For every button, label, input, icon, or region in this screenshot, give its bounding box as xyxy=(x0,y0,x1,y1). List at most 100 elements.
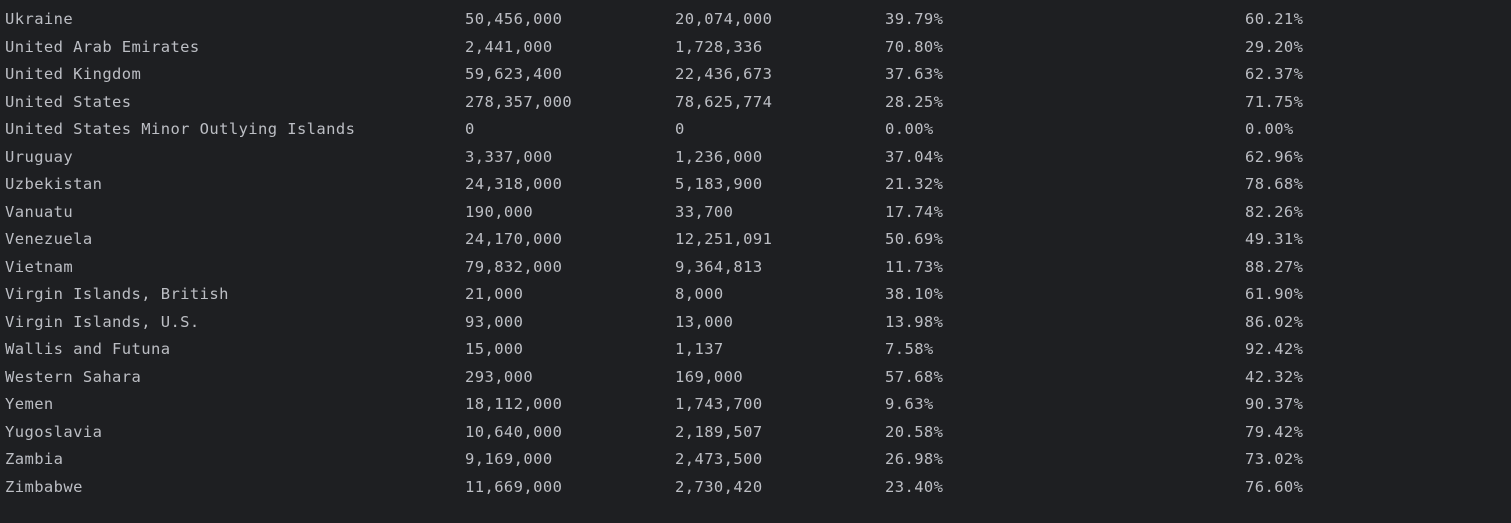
percentage-cell: 21.32% xyxy=(885,175,944,193)
country-cell: Vietnam xyxy=(5,257,74,276)
table-row: Ukraine 50,456,000 20,074,000 39.79% 60.… xyxy=(0,9,1511,37)
users-cell: 22,436,673 xyxy=(675,65,773,83)
users-cell: 1,137 xyxy=(675,340,724,358)
table-row: United Kingdom 59,623,400 22,436,673 37.… xyxy=(0,64,1511,92)
percentage-cell: 70.80% xyxy=(885,37,944,56)
users-cell: 9,364,813 xyxy=(675,257,763,276)
country-cell: United Arab Emirates xyxy=(5,37,200,56)
country-cell: Uzbekistan xyxy=(5,175,103,193)
percentage-cell: 50.69% xyxy=(885,230,944,248)
users-cell: 2,730,420 xyxy=(675,477,763,496)
remainder-percentage-cell: 73.02% xyxy=(1245,450,1304,468)
table-row: Zambia 9,169,000 2,473,500 26.98% 73.02% xyxy=(0,449,1511,477)
remainder-percentage-cell: 62.37% xyxy=(1245,65,1304,83)
table-row: Vanuatu 190,000 33,700 17.74% 82.26% xyxy=(0,202,1511,230)
percentage-cell: 37.63% xyxy=(885,65,944,83)
percentage-cell: 20.58% xyxy=(885,422,944,441)
users-cell: 12,251,091 xyxy=(675,230,773,248)
country-cell: Zambia xyxy=(5,450,64,468)
country-cell: Wallis and Futuna xyxy=(5,340,171,358)
population-cell: 59,623,400 xyxy=(465,65,563,83)
table-row: United States 278,357,000 78,625,774 28.… xyxy=(0,92,1511,120)
remainder-percentage-cell: 49.31% xyxy=(1245,230,1304,248)
percentage-cell: 39.79% xyxy=(885,10,944,28)
remainder-percentage-cell: 42.32% xyxy=(1245,367,1304,386)
percentage-cell: 17.74% xyxy=(885,202,944,221)
country-cell: United States Minor Outlying Islands xyxy=(5,120,356,138)
population-cell: 24,318,000 xyxy=(465,175,563,193)
population-cell: 190,000 xyxy=(465,202,534,221)
population-cell: 0 xyxy=(465,120,475,138)
users-cell: 169,000 xyxy=(675,367,744,386)
table-row: Wallis and Futuna 15,000 1,137 7.58% 92.… xyxy=(0,339,1511,367)
table-row: Uruguay 3,337,000 1,236,000 37.04% 62.96… xyxy=(0,147,1511,175)
population-cell: 21,000 xyxy=(465,285,524,303)
table-row: United States Minor Outlying Islands 0 0… xyxy=(0,119,1511,147)
percentage-cell: 57.68% xyxy=(885,367,944,386)
population-cell: 293,000 xyxy=(465,367,534,386)
population-cell: 3,337,000 xyxy=(465,147,553,166)
table-row: United Arab Emirates 2,441,000 1,728,336… xyxy=(0,37,1511,65)
country-cell: Yemen xyxy=(5,395,54,413)
remainder-percentage-cell: 86.02% xyxy=(1245,312,1304,331)
table-row: Venezuela 24,170,000 12,251,091 50.69% 4… xyxy=(0,229,1511,257)
remainder-percentage-cell: 82.26% xyxy=(1245,202,1304,221)
remainder-percentage-cell: 79.42% xyxy=(1245,422,1304,441)
population-cell: 278,357,000 xyxy=(465,92,573,111)
population-cell: 79,832,000 xyxy=(465,257,563,276)
users-cell: 33,700 xyxy=(675,202,734,221)
users-cell: 20,074,000 xyxy=(675,10,773,28)
remainder-percentage-cell: 60.21% xyxy=(1245,10,1304,28)
percentage-cell: 28.25% xyxy=(885,92,944,111)
population-cell: 2,441,000 xyxy=(465,37,553,56)
country-cell: United Kingdom xyxy=(5,65,142,83)
population-cell: 15,000 xyxy=(465,340,524,358)
remainder-percentage-cell: 90.37% xyxy=(1245,395,1304,413)
table-row: Yemen 18,112,000 1,743,700 9.63% 90.37% xyxy=(0,394,1511,422)
country-cell: Venezuela xyxy=(5,230,93,248)
percentage-cell: 9.63% xyxy=(885,395,934,413)
table-row: Virgin Islands, U.S. 93,000 13,000 13.98… xyxy=(0,312,1511,340)
percentage-cell: 11.73% xyxy=(885,257,944,276)
table-row: Yugoslavia 10,640,000 2,189,507 20.58% 7… xyxy=(0,422,1511,450)
country-cell: Western Sahara xyxy=(5,367,142,386)
users-cell: 1,728,336 xyxy=(675,37,763,56)
percentage-cell: 37.04% xyxy=(885,147,944,166)
population-cell: 9,169,000 xyxy=(465,450,553,468)
table-row: Vietnam 79,832,000 9,364,813 11.73% 88.2… xyxy=(0,257,1511,285)
users-cell: 78,625,774 xyxy=(675,92,773,111)
country-cell: Virgin Islands, U.S. xyxy=(5,312,200,331)
percentage-cell: 23.40% xyxy=(885,477,944,496)
users-cell: 2,189,507 xyxy=(675,422,763,441)
users-cell: 0 xyxy=(675,120,685,138)
percentage-cell: 13.98% xyxy=(885,312,944,331)
remainder-percentage-cell: 29.20% xyxy=(1245,37,1304,56)
users-cell: 1,743,700 xyxy=(675,395,763,413)
users-cell: 13,000 xyxy=(675,312,734,331)
remainder-percentage-cell: 92.42% xyxy=(1245,340,1304,358)
remainder-percentage-cell: 78.68% xyxy=(1245,175,1304,193)
remainder-percentage-cell: 76.60% xyxy=(1245,477,1304,496)
remainder-percentage-cell: 88.27% xyxy=(1245,257,1304,276)
country-cell: Ukraine xyxy=(5,10,74,28)
table-row: Western Sahara 293,000 169,000 57.68% 42… xyxy=(0,367,1511,395)
remainder-percentage-cell: 61.90% xyxy=(1245,285,1304,303)
users-cell: 1,236,000 xyxy=(675,147,763,166)
table-row: Zimbabwe 11,669,000 2,730,420 23.40% 76.… xyxy=(0,477,1511,505)
population-cell: 11,669,000 xyxy=(465,477,563,496)
table-row: Uzbekistan 24,318,000 5,183,900 21.32% 7… xyxy=(0,174,1511,202)
country-cell: Yugoslavia xyxy=(5,422,103,441)
population-cell: 18,112,000 xyxy=(465,395,563,413)
users-cell: 2,473,500 xyxy=(675,450,763,468)
population-cell: 93,000 xyxy=(465,312,524,331)
users-cell: 5,183,900 xyxy=(675,175,763,193)
remainder-percentage-cell: 0.00% xyxy=(1245,120,1294,138)
table-row: Virgin Islands, British 21,000 8,000 38.… xyxy=(0,284,1511,312)
population-cell: 24,170,000 xyxy=(465,230,563,248)
percentage-cell: 7.58% xyxy=(885,340,934,358)
country-cell: Vanuatu xyxy=(5,202,74,221)
percentage-cell: 0.00% xyxy=(885,120,934,138)
users-cell: 8,000 xyxy=(675,285,724,303)
country-cell: Virgin Islands, British xyxy=(5,285,229,303)
population-cell: 50,456,000 xyxy=(465,10,563,28)
